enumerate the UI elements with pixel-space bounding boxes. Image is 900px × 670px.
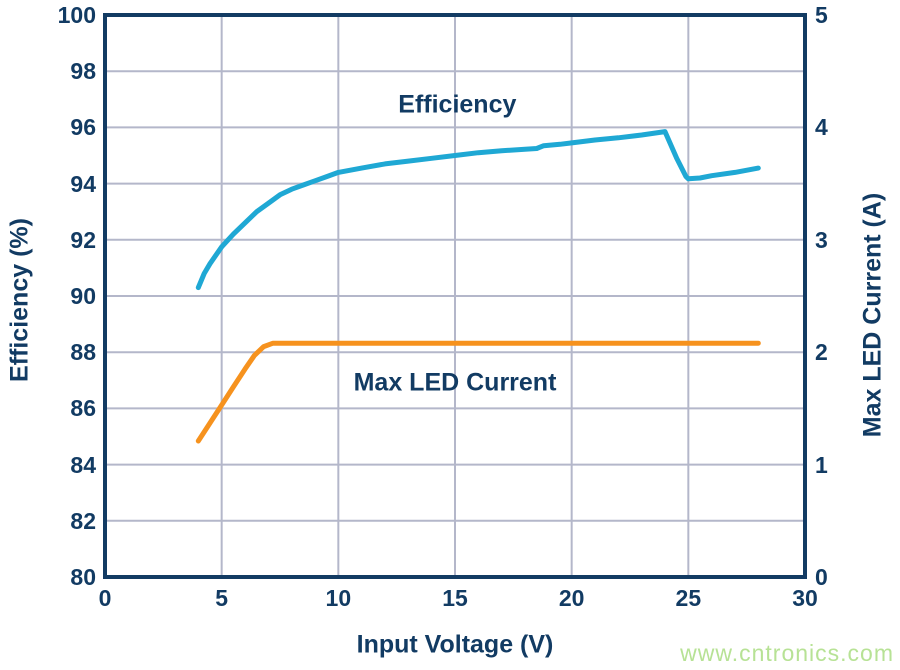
y-left-tick-84: 84 xyxy=(70,451,96,478)
x-tick-25: 25 xyxy=(675,585,702,611)
y-left-tick-96: 96 xyxy=(70,114,96,141)
x-tick-10: 10 xyxy=(325,585,352,611)
x-tick-0: 0 xyxy=(98,585,112,611)
y-right-tick-3: 3 xyxy=(815,226,828,253)
y-right-tick-4: 4 xyxy=(815,114,828,141)
y-right-tick-0: 0 xyxy=(815,564,828,590)
y-right-tick-5: 5 xyxy=(815,2,828,28)
y-axis-right-title: Max LED Current (A) xyxy=(858,192,887,438)
y-left-tick-86: 86 xyxy=(70,395,96,422)
x-tick-5: 5 xyxy=(215,585,229,611)
max-led-current-curve xyxy=(195,340,761,444)
watermark-text: www.cntronics.com xyxy=(680,640,894,666)
efficiency-curve xyxy=(195,129,761,291)
gridlines xyxy=(105,15,805,577)
x-tick-30: 30 xyxy=(792,585,818,611)
y-left-tick-92: 92 xyxy=(70,226,96,253)
y-left-tick-82: 82 xyxy=(70,507,96,534)
y-left-tick-100: 100 xyxy=(57,2,96,28)
x-axis-title: Input Voltage (V) xyxy=(356,630,554,659)
y-left-tick-88: 88 xyxy=(70,339,96,366)
y-left-tick-94: 94 xyxy=(70,170,96,197)
y-right-tick-2: 2 xyxy=(815,339,828,366)
max-led-current-series-label: Max LED Current xyxy=(353,368,557,397)
y-left-tick-80: 80 xyxy=(70,564,96,590)
plot-frame xyxy=(103,13,807,579)
efficiency-series-label: Efficiency xyxy=(398,90,517,119)
x-tick-20: 20 xyxy=(558,585,585,611)
x-tick-15: 15 xyxy=(442,585,468,611)
y-left-tick-90: 90 xyxy=(70,283,96,309)
y-right-tick-1: 1 xyxy=(815,451,828,478)
y-left-tick-98: 98 xyxy=(70,58,96,85)
